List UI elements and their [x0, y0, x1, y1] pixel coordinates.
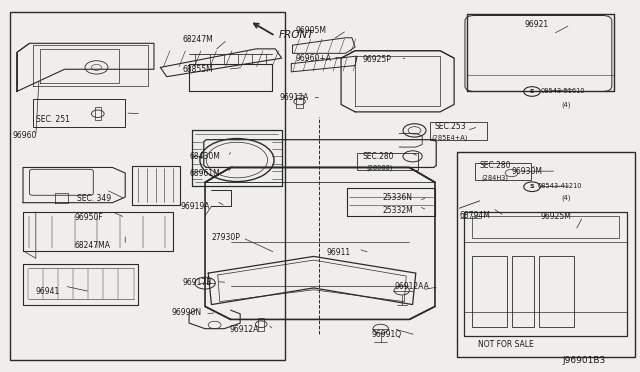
Text: (284H3): (284H3)	[481, 174, 508, 181]
Bar	[458, 151, 635, 357]
Text: 96905M: 96905M	[296, 26, 327, 35]
Text: 96925P: 96925P	[363, 55, 392, 64]
Text: 68794M: 68794M	[460, 211, 490, 220]
Text: 68247M: 68247M	[182, 35, 214, 44]
Text: 96991Q: 96991Q	[371, 330, 401, 340]
Text: 96919A: 96919A	[180, 202, 211, 211]
Text: SEC.280: SEC.280	[479, 161, 511, 170]
Bar	[95, 108, 101, 120]
Bar	[296, 95, 303, 108]
Text: 25336N: 25336N	[383, 193, 413, 202]
Text: 96912AA: 96912AA	[394, 282, 429, 291]
Text: 96960: 96960	[12, 131, 36, 141]
Text: 25332M: 25332M	[383, 206, 413, 215]
Bar	[258, 318, 264, 331]
Text: 96917B: 96917B	[182, 278, 212, 287]
Text: 96941: 96941	[36, 287, 60, 296]
Text: S: S	[529, 89, 534, 94]
Bar	[33, 99, 125, 127]
Bar	[472, 216, 619, 238]
Bar	[10, 12, 285, 360]
Text: 96930M: 96930M	[511, 167, 543, 176]
Text: NOT FOR SALE: NOT FOR SALE	[477, 340, 534, 349]
Text: 96912A: 96912A	[280, 93, 309, 102]
Text: (28088): (28088)	[366, 165, 392, 171]
Text: SEC.280: SEC.280	[363, 152, 394, 161]
Bar	[511, 256, 534, 327]
Text: 96911: 96911	[326, 248, 351, 257]
Text: 68855M: 68855M	[182, 65, 214, 74]
Bar	[357, 153, 418, 170]
Text: SEC. 349: SEC. 349	[77, 195, 111, 203]
Text: SEC.253: SEC.253	[435, 122, 467, 131]
Bar	[474, 163, 531, 180]
Text: (285E4+A): (285E4+A)	[432, 135, 468, 141]
Bar	[539, 256, 574, 327]
Bar	[430, 122, 487, 140]
Text: 96921: 96921	[524, 20, 548, 29]
Text: 96960+A: 96960+A	[296, 54, 332, 62]
Text: 68961M: 68961M	[189, 169, 220, 177]
Text: 27930P: 27930P	[211, 233, 240, 243]
Text: SEC. 251: SEC. 251	[36, 115, 70, 124]
Text: FRONT: FRONT	[278, 30, 314, 40]
Text: (4): (4)	[561, 101, 571, 108]
Text: 96990N: 96990N	[172, 308, 202, 317]
Text: J96901B3: J96901B3	[563, 356, 606, 365]
Text: 68430M: 68430M	[189, 152, 220, 161]
Text: S: S	[529, 184, 534, 189]
Text: (4): (4)	[561, 195, 571, 201]
Text: 08543-51610: 08543-51610	[540, 89, 585, 94]
Text: 96950F: 96950F	[74, 213, 103, 222]
Text: 96925M: 96925M	[540, 212, 571, 221]
Text: 68247MA: 68247MA	[74, 241, 110, 250]
Text: 08543-41210: 08543-41210	[537, 183, 582, 189]
Text: 96912A: 96912A	[229, 325, 259, 334]
Bar	[472, 256, 507, 327]
